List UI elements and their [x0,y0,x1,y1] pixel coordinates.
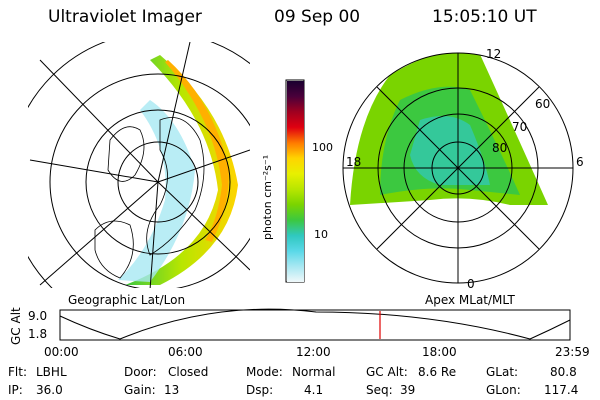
dsp-value: 4.1 [304,383,324,397]
filter-value: LBHL [36,365,67,379]
gcalt-label: GC Alt: [366,365,408,379]
timeline-xtick-0600: 06:00 [168,345,203,359]
gain-value: 13 [164,383,180,397]
altitude-timeline [59,308,571,341]
gain-label: Gain: [124,383,156,397]
magnetic-map [342,52,574,284]
colorbar-tick-100: 100 [312,141,333,154]
image-date: 09 Sep 00 [274,7,361,27]
colorbar-gradient [287,81,304,282]
dsp-label: Dsp: [246,383,274,397]
timeline-xtick-2359: 23:59 [555,345,590,359]
filter-label: Flt: [8,365,27,379]
glat-value: 80.8 [550,365,577,379]
mode-value: Normal [292,365,336,379]
lat-label-80: 80 [492,141,508,155]
gcalt-value: 8.6 Re [418,365,457,379]
glat-label: GLat: [486,365,519,379]
right-map-caption: Apex MLat/MLT [425,293,515,307]
image-time: 15:05:10 UT [432,7,537,27]
timeline-ytick-top: 9.0 [28,309,48,323]
timeline-ytick-bottom: 1.8 [28,327,48,341]
lat-label-60: 60 [535,97,551,111]
timeline-xtick-0000: 00:00 [44,345,79,359]
timeline-ylabel: GC Alt [9,307,23,345]
mlt-label-18: 18 [346,155,362,169]
glon-label: GLon: [486,383,521,397]
ip-label: IP: [8,383,23,397]
seq-value: 39 [400,383,416,397]
left-map-caption: Geographic Lat/Lon [68,293,186,307]
timeline-xtick-1800: 18:00 [422,345,457,359]
instrument-title: Ultraviolet Imager [48,7,202,27]
door-label: Door: [124,365,157,379]
colorbar-label: photon cm⁻²s⁻¹ [261,154,274,240]
mode-label: Mode: [246,365,283,379]
mlt-label-6: 6 [576,155,584,169]
door-value: Closed [168,365,209,379]
glon-value: 117.4 [544,383,579,397]
ip-value: 36.0 [36,383,63,397]
seq-label: Seq: [366,383,393,397]
mlt-label-0: 0 [467,277,475,291]
lat-label-70: 70 [512,120,528,134]
mlt-label-12: 12 [486,47,502,61]
timeline-xtick-1200: 12:00 [296,345,331,359]
colorbar-tick-10: 10 [314,228,328,241]
